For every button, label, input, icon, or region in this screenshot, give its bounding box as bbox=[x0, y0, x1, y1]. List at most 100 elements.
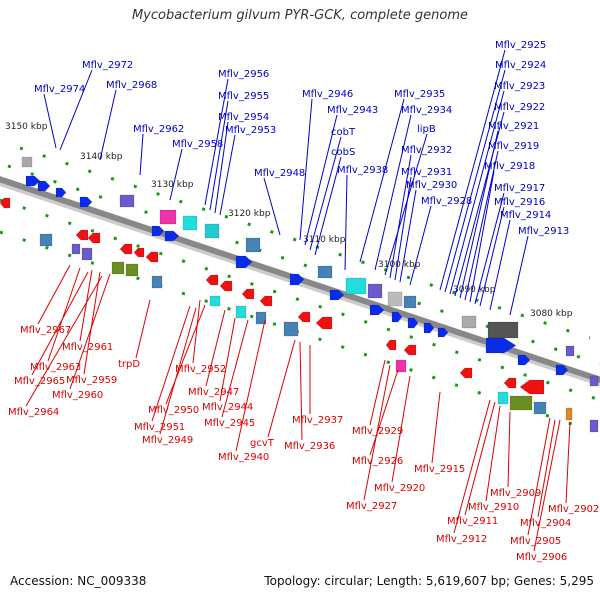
upper-gene-label: Mflv_2916 bbox=[494, 197, 545, 208]
upper-gene-label: Mflv_2932 bbox=[401, 145, 452, 156]
reverse-gene-arrow bbox=[75, 229, 89, 241]
upper-gene-label: Mflv_2917 bbox=[494, 183, 545, 194]
tick-row-inner-lower bbox=[0, 198, 600, 402]
accession-text: Accession: NC_009338 bbox=[10, 574, 147, 588]
reverse-gene-arrow bbox=[519, 379, 545, 395]
upper-gene-label: cobT bbox=[331, 127, 356, 138]
reverse-gene-arrow bbox=[87, 232, 101, 244]
reverse-gene-arrow bbox=[219, 280, 233, 292]
forward-gene-arrow bbox=[437, 327, 449, 338]
forward-gene-arrow bbox=[369, 304, 385, 316]
upper-gene-label: lipB bbox=[417, 124, 436, 135]
upper-leader-line bbox=[304, 114, 338, 246]
upper-gene-label: Mflv_2925 bbox=[495, 40, 546, 51]
upper-gene-label: Mflv_2931 bbox=[401, 167, 452, 178]
upper-leader-line bbox=[449, 90, 505, 295]
forward-gene-box-purple bbox=[367, 283, 383, 299]
lower-leader-line bbox=[431, 391, 441, 464]
lower-gene-label: gcvT bbox=[250, 438, 275, 449]
upper-leader-line bbox=[439, 49, 506, 291]
forward-gene-arrow bbox=[55, 187, 67, 198]
lower-leader-line bbox=[527, 417, 551, 536]
upper-leader-line bbox=[359, 98, 405, 263]
lower-gene-label: Mflv_2944 bbox=[202, 402, 253, 413]
upper-leader-line bbox=[474, 192, 505, 305]
reverse-gene-box-purple bbox=[71, 243, 81, 255]
lower-gene-label: Mflv_2947 bbox=[188, 387, 239, 398]
lower-gene-label: Mflv_2902 bbox=[548, 504, 599, 515]
kbp-tick-label: 3150 kbp bbox=[5, 122, 48, 132]
forward-gene-box-steel bbox=[317, 265, 333, 279]
upper-gene-label: Mflv_2974 bbox=[34, 84, 85, 95]
lower-leader-line bbox=[47, 267, 81, 362]
reverse-gene-box-steel bbox=[39, 233, 53, 247]
upper-gene-label: Mflv_2930 bbox=[406, 180, 457, 191]
lower-gene-label: Mflv_2951 bbox=[134, 422, 185, 433]
lower-leader-line bbox=[369, 369, 399, 456]
lower-gene-label: Mflv_2904 bbox=[520, 518, 571, 529]
kbp-tick-label: 3090 kbp bbox=[453, 285, 496, 295]
reverse-gene-arrow bbox=[503, 377, 517, 389]
reverse-gene-arrow bbox=[403, 344, 417, 356]
upper-leader-line bbox=[99, 89, 117, 161]
lower-gene-label: trpD bbox=[118, 359, 140, 370]
lower-leader-line bbox=[453, 399, 491, 534]
upper-gene-label: Mflv_2962 bbox=[133, 124, 184, 135]
reverse-gene-arrow bbox=[241, 288, 255, 300]
upper-gene-label: Mflv_2919 bbox=[488, 141, 539, 152]
lower-leader-line bbox=[83, 271, 101, 375]
forward-gene-box-cyan bbox=[345, 277, 367, 295]
lower-gene-label: Mflv_2960 bbox=[52, 390, 103, 401]
forward-gene-box-gray bbox=[21, 156, 33, 168]
forward-gene-arrow bbox=[25, 175, 41, 187]
forward-gene-arrow bbox=[517, 354, 531, 366]
lower-gene-label: Mflv_2906 bbox=[516, 552, 567, 563]
upper-gene-label: Mflv_2928 bbox=[421, 196, 472, 207]
lower-gene-label: Mflv_2964 bbox=[8, 407, 59, 418]
reverse-gene-box-purple bbox=[589, 419, 599, 433]
lower-gene-label: Mflv_2912 bbox=[436, 534, 487, 545]
forward-gene-box-gray bbox=[387, 291, 403, 307]
upper-leader-line bbox=[204, 78, 229, 206]
forward-gene-arrow bbox=[423, 322, 435, 334]
kbp-tick-label: 3140 kbp bbox=[80, 152, 123, 162]
lower-gene-label: Mflv_2909 bbox=[490, 488, 541, 499]
reverse-gene-box-purple bbox=[81, 247, 93, 261]
lower-gene-label: Mflv_2936 bbox=[284, 441, 335, 452]
lower-leader-line bbox=[69, 273, 111, 390]
reverse-gene-box-olive bbox=[125, 263, 139, 277]
kbp-tick-label: 3100 kbp bbox=[378, 260, 421, 270]
lower-gene-label: Mflv_2961 bbox=[62, 342, 113, 353]
lower-leader-line bbox=[25, 275, 103, 407]
forward-gene-box-purple bbox=[119, 194, 135, 208]
lower-gene-label: Mflv_2949 bbox=[142, 435, 193, 446]
upper-leader-line bbox=[399, 189, 417, 283]
upper-gene-label: Mflv_2943 bbox=[327, 105, 378, 116]
lower-gene-label: Mflv_2926 bbox=[352, 456, 403, 467]
upper-leader-line bbox=[219, 134, 236, 216]
upper-leader-line bbox=[479, 206, 505, 307]
upper-gene-label: Mflv_2948 bbox=[254, 168, 305, 179]
forward-gene-arrow bbox=[79, 196, 93, 208]
upper-leader-line bbox=[444, 69, 506, 293]
upper-leader-line bbox=[299, 98, 313, 241]
lower-leader-line bbox=[37, 264, 71, 325]
lower-leader-line bbox=[369, 359, 386, 426]
upper-gene-label: Mflv_2921 bbox=[488, 121, 539, 132]
forward-gene-arrow bbox=[407, 317, 419, 329]
upper-leader-line bbox=[209, 100, 229, 211]
lower-leader-line bbox=[219, 317, 236, 402]
forward-gene-arrow bbox=[37, 180, 51, 192]
upper-gene-label: cobS bbox=[331, 147, 355, 158]
forward-gene-arrow bbox=[151, 225, 165, 237]
genome-title: Mycobacterium gilvum PYR-GCK, complete g… bbox=[131, 8, 469, 23]
upper-gene-label: Mflv_2954 bbox=[218, 112, 269, 123]
upper-leader-line bbox=[374, 114, 412, 271]
forward-gene-box-purple bbox=[589, 375, 599, 387]
lower-leader-line bbox=[537, 419, 556, 518]
forward-gene-arrow bbox=[164, 230, 180, 242]
lower-gene-label: Mflv_2959 bbox=[66, 375, 117, 386]
upper-gene-label: Mflv_2922 bbox=[494, 102, 545, 113]
lower-gene-label: Mflv_2927 bbox=[346, 501, 397, 512]
